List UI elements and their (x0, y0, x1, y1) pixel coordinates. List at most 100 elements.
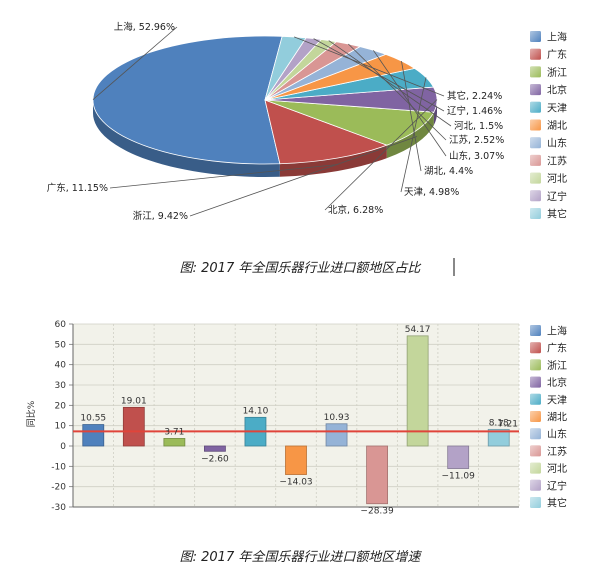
bar-北京[interactable] (204, 445, 226, 452)
bar-山东[interactable] (325, 423, 348, 447)
pie-label-湖北: 湖北, 4.4% (424, 166, 473, 177)
leader-line-江苏 (348, 43, 447, 141)
bar-浙江[interactable] (163, 438, 186, 447)
bar-legend-label-山东: 山东 (547, 428, 567, 441)
y-tick-label: -20 (51, 483, 66, 493)
pie-chart: 上海, 52.96% 广东, 11.15% 浙江, 9.42% 北京, 6.28% 天津… (47, 21, 567, 222)
bar-legend-gloss-北京 (530, 376, 541, 388)
bar-legend-gloss-广东 (530, 342, 541, 354)
bar-legend-label-江苏: 江苏 (547, 445, 567, 458)
pie-caption: 图: 2017 年全国乐器行业进口额地区占比 (180, 260, 422, 276)
bar-辽宁[interactable] (447, 445, 470, 469)
bar-湖北[interactable] (285, 445, 307, 475)
pie-legend-label-其它: 其它 (547, 208, 567, 221)
pie-labels: 上海, 52.96% 广东, 11.15% 浙江, 9.42% 北京, 6.28% 天津… (47, 21, 505, 222)
bar-chart: -30 -20 -10 0 10 20 30 40 50 60 7.21 10.55 19.01 3.… (25, 320, 567, 517)
pie-legend-label-辽宁: 辽宁 (547, 190, 567, 203)
pie-legend-label-北京: 北京 (547, 84, 567, 97)
pie-legend-label-湖北: 湖北 (547, 120, 567, 132)
pie-legend-gloss-北京 (530, 84, 541, 96)
bars (82, 335, 510, 505)
y-tick-label: 0 (60, 442, 66, 452)
bar-广东[interactable] (122, 406, 145, 447)
pie-legend-label-上海: 上海 (547, 31, 567, 44)
bar-value-label-山东: 10.93 (324, 413, 350, 423)
pie-slice-其它[interactable] (264, 35, 307, 101)
pie-side-上海 (93, 100, 280, 177)
bar-legend-gloss-辽宁 (530, 479, 541, 491)
bar-value-label-湖北: −14.03 (279, 478, 312, 488)
bar-legend-label-河北: 河北 (547, 463, 567, 475)
pie-legend-gloss-湖北 (530, 119, 541, 131)
pie-legend-gloss-江苏 (530, 154, 541, 166)
y-tick-label: 50 (55, 340, 67, 350)
pie-label-江苏: 江苏, 2.52% (449, 134, 504, 146)
y-axis-label: 同比% (25, 400, 37, 427)
bar-legend-label-天津: 天津 (547, 394, 567, 406)
pie-legend-gloss-辽宁 (530, 190, 541, 202)
bar-河北[interactable] (406, 335, 429, 447)
pie-legend-label-天津: 天津 (547, 102, 567, 114)
pie-label-天津: 天津, 4.98% (404, 187, 459, 198)
y-tick-label: 40 (55, 361, 67, 371)
bar-江苏[interactable] (366, 445, 388, 505)
leader-line-天津 (400, 77, 427, 193)
bar-legend-gloss-浙江 (530, 359, 541, 371)
bar-legend-gloss-上海 (530, 325, 541, 336)
bar-value-label-辽宁: −11.09 (442, 472, 476, 482)
bar-上海[interactable] (82, 424, 105, 447)
bar-value-label-其它: 8.18 (489, 418, 509, 428)
bar-legend-gloss-天津 (530, 393, 541, 405)
reference-line-label: 7.21 (498, 419, 518, 429)
pie-legend-gloss-上海 (530, 31, 541, 42)
y-tick-label: -10 (51, 462, 66, 472)
pie-legend-label-广东: 广东 (547, 48, 567, 61)
pie-label-北京: 北京, 6.28% (328, 204, 383, 216)
y-tick-label: -30 (51, 503, 66, 513)
pie-label-辽宁: 辽宁, 1.46% (447, 105, 502, 117)
pie-legend-gloss-其它 (530, 208, 541, 219)
leader-line-河北 (328, 40, 452, 127)
bar-legend-gloss-河北 (530, 462, 541, 474)
bar-value-label-浙江: 3.71 (164, 427, 184, 437)
bar-legend-gloss-山东 (530, 428, 541, 440)
pie-legend-gloss-浙江 (530, 66, 541, 78)
pie-slice-广东[interactable] (264, 99, 389, 165)
bar-value-label-河北: 54.17 (405, 325, 431, 335)
bar-legend-label-辽宁: 辽宁 (547, 479, 567, 492)
bar-legend-gloss-湖北 (530, 411, 541, 422)
pie-label-浙江: 浙江, 9.42% (133, 210, 188, 222)
reference-line-group: 7.21 (73, 419, 519, 433)
leader-line-广东 (109, 164, 338, 189)
pie-legend-label-浙江: 浙江 (547, 67, 567, 79)
pie-legend-label-河北: 河北 (547, 173, 567, 185)
leader-line-北京 (324, 99, 438, 211)
bar-value-label-广东: 19.01 (121, 396, 147, 406)
leader-line-其它 (294, 36, 445, 97)
bar-legend-label-广东: 广东 (547, 342, 567, 355)
bar-y-axis: -30 -20 -10 0 10 20 30 40 50 60 (51, 320, 519, 513)
bar-value-label-天津: 14.10 (243, 406, 269, 416)
pie-side-广东 (279, 145, 387, 177)
pie-legend-gloss-广东 (530, 48, 541, 60)
pie-side-浙江 (386, 112, 434, 159)
pie-label-其它: 其它, 2.24% (447, 90, 502, 102)
bar-legend-label-上海: 上海 (547, 325, 567, 338)
pie-legend-gloss-天津 (530, 101, 541, 113)
bar-value-label-上海: 10.55 (80, 414, 106, 424)
pie-label-山东: 山东, 3.07% (449, 150, 504, 162)
pie-leader-lines (92, 26, 452, 217)
bar-value-label-北京: −2.60 (201, 454, 229, 464)
bar-其它[interactable] (487, 428, 510, 447)
pie-label-广东: 广东, 11.15% (47, 182, 108, 194)
plot-area (73, 324, 519, 507)
bar-legend-label-浙江: 浙江 (547, 360, 567, 372)
leader-line-山东 (373, 50, 447, 157)
y-tick-label: 60 (55, 320, 67, 330)
pie-legend-gloss-河北 (530, 172, 541, 184)
bar-legend-gloss-江苏 (530, 445, 541, 457)
bar-legend-label-其它: 其它 (547, 497, 567, 510)
bar-value-labels: 10.55 19.01 3.71 −2.60 14.10 −14.03 10.93 −28.3… (80, 325, 509, 517)
